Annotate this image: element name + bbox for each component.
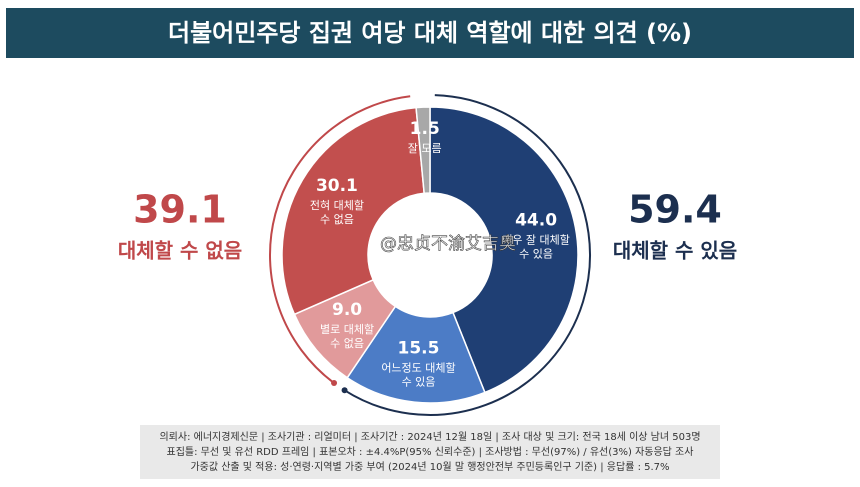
label-line: 수 있음 — [402, 375, 436, 388]
slice-value-label: 15.5 — [398, 338, 440, 358]
no-arrow-head — [331, 380, 338, 387]
pie-slice — [281, 106, 425, 316]
footnote-line: 의뢰사: 에너지경제신문 | 조사기관 : 리얼미터 | 조사기간 : 2024… — [159, 430, 700, 443]
label-line: 매우 잘 대체할 — [502, 234, 570, 247]
slice-value-label: 9.0 — [332, 300, 362, 320]
slice-category-label: 별로 대체할 수 없음 — [320, 323, 374, 350]
yes-arrow — [344, 94, 591, 416]
label-line: 별로 대체할 — [320, 323, 374, 336]
footnote-line: 가중값 산출 및 적용: 성·연령·지역별 가중 부여 (2024년 10월 말… — [190, 461, 669, 473]
slice-category-label: 매우 잘 대체할 수 있음 — [502, 234, 570, 261]
pie-slice — [415, 106, 431, 195]
group-name: 대체할 수 있음 — [613, 239, 737, 263]
footnote-box — [140, 425, 720, 479]
pie-slice — [346, 305, 486, 404]
label-line: 수 있음 — [519, 248, 553, 261]
label-line: 어느정도 대체할 — [381, 361, 455, 374]
label-line: 수 없음 — [330, 337, 364, 350]
slice-value-label: 44.0 — [515, 211, 557, 231]
slice-value-label: 1.5 — [410, 119, 440, 139]
no-arrow — [269, 95, 411, 384]
watermark: @忠贞不渝艾吉奥 — [380, 234, 516, 254]
slice-category-label: 잘 모름 — [408, 142, 442, 155]
group-value: 59.4 — [628, 188, 722, 232]
label-line: 전혀 대체할 — [310, 199, 364, 212]
label-line: 잘 모름 — [408, 142, 442, 155]
slice-category-label: 전혀 대체할 수 없음 — [310, 199, 364, 226]
title-bar — [6, 8, 854, 58]
group-name: 대체할 수 없음 — [118, 239, 242, 263]
group-value: 39.1 — [133, 188, 227, 232]
footnote-line: 표집틀: 무선 및 유선 RDD 프레임 | 표본오차 : ±4.4%P(95%… — [167, 445, 694, 458]
yes-arrow-head — [341, 387, 348, 394]
slice-category-label: 어느정도 대체할 수 있음 — [381, 361, 455, 388]
pie-slice — [429, 106, 579, 394]
chart-title: 더불어민주당 집권 여당 대체 역할에 대한 의견 (%) — [168, 19, 692, 47]
label-line: 수 없음 — [320, 213, 354, 226]
slice-value-label: 30.1 — [316, 176, 358, 196]
